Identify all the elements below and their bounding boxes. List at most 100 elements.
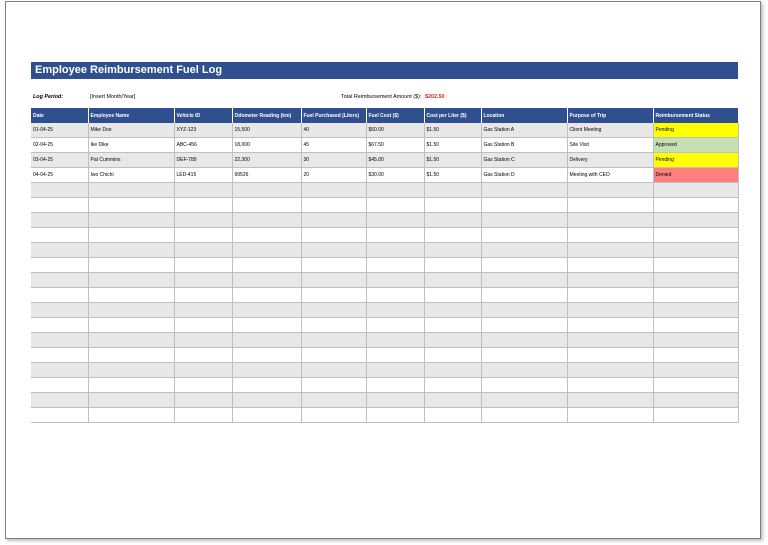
table-cell[interactable]: $1.50: [424, 123, 482, 138]
table-cell[interactable]: Delivery: [567, 152, 654, 168]
table-cell[interactable]: [174, 347, 233, 363]
table-cell[interactable]: [88, 242, 175, 258]
status-cell[interactable]: Pending: [653, 123, 739, 138]
table-cell[interactable]: ABC-456: [174, 137, 233, 153]
table-cell[interactable]: [567, 392, 654, 408]
table-cell[interactable]: [88, 407, 175, 423]
table-cell[interactable]: [232, 377, 302, 393]
table-cell[interactable]: [567, 227, 654, 243]
table-cell[interactable]: [366, 347, 425, 363]
table-cell[interactable]: [232, 272, 302, 288]
table-cell[interactable]: [653, 287, 739, 303]
table-cell[interactable]: Gas Station A: [481, 123, 568, 138]
table-cell[interactable]: LED-415: [174, 167, 233, 183]
table-cell[interactable]: [481, 347, 568, 363]
table-cell[interactable]: $60.00: [366, 123, 425, 138]
table-cell[interactable]: [567, 332, 654, 348]
table-cell[interactable]: $1.50: [424, 167, 482, 183]
table-cell[interactable]: [481, 317, 568, 333]
table-cell[interactable]: [567, 197, 654, 213]
table-cell[interactable]: [653, 227, 739, 243]
table-cell[interactable]: [232, 197, 302, 213]
table-cell[interactable]: [88, 272, 175, 288]
table-cell[interactable]: [301, 287, 367, 303]
table-cell[interactable]: [31, 242, 89, 258]
table-cell[interactable]: [366, 212, 425, 228]
table-cell[interactable]: Mike Doe: [88, 123, 175, 138]
table-cell[interactable]: [301, 362, 367, 378]
table-cell[interactable]: [481, 302, 568, 318]
table-cell[interactable]: Gas Station B: [481, 137, 568, 153]
table-cell[interactable]: 18,000: [232, 137, 302, 153]
table-cell[interactable]: [174, 332, 233, 348]
table-cell[interactable]: [424, 302, 482, 318]
table-cell[interactable]: [88, 287, 175, 303]
table-cell[interactable]: [424, 377, 482, 393]
table-cell[interactable]: [301, 317, 367, 333]
table-cell[interactable]: [88, 197, 175, 213]
table-cell[interactable]: [31, 227, 89, 243]
table-cell[interactable]: [653, 347, 739, 363]
log-period-value[interactable]: [Insert Month/Year]: [90, 94, 136, 100]
table-cell[interactable]: [567, 287, 654, 303]
table-cell[interactable]: 40: [301, 123, 367, 138]
table-cell[interactable]: 01-04-25: [31, 123, 89, 138]
table-cell[interactable]: [366, 182, 425, 198]
table-cell[interactable]: [481, 287, 568, 303]
table-cell[interactable]: Meeting with CEO: [567, 167, 654, 183]
table-cell[interactable]: [653, 332, 739, 348]
table-cell[interactable]: [424, 242, 482, 258]
table-cell[interactable]: [232, 227, 302, 243]
table-cell[interactable]: [424, 407, 482, 423]
table-cell[interactable]: [31, 362, 89, 378]
table-cell[interactable]: [232, 182, 302, 198]
table-cell[interactable]: DEF-789: [174, 152, 233, 168]
table-cell[interactable]: [481, 242, 568, 258]
table-cell[interactable]: [232, 287, 302, 303]
table-cell[interactable]: [301, 347, 367, 363]
table-cell[interactable]: [653, 362, 739, 378]
table-cell[interactable]: [232, 302, 302, 318]
table-cell[interactable]: [174, 242, 233, 258]
table-cell[interactable]: [424, 287, 482, 303]
table-cell[interactable]: [31, 212, 89, 228]
table-cell[interactable]: [31, 347, 89, 363]
table-cell[interactable]: [567, 257, 654, 273]
table-cell[interactable]: [232, 392, 302, 408]
table-cell[interactable]: $45.00: [366, 152, 425, 168]
table-cell[interactable]: [31, 287, 89, 303]
table-cell[interactable]: [481, 407, 568, 423]
table-cell[interactable]: Site Visit: [567, 137, 654, 153]
table-cell[interactable]: [232, 362, 302, 378]
table-cell[interactable]: [481, 272, 568, 288]
table-cell[interactable]: [653, 407, 739, 423]
table-cell[interactable]: [567, 407, 654, 423]
table-cell[interactable]: [31, 392, 89, 408]
table-cell[interactable]: [366, 317, 425, 333]
table-cell[interactable]: Iwo Chichi: [88, 167, 175, 183]
table-cell[interactable]: [174, 272, 233, 288]
table-cell[interactable]: [88, 302, 175, 318]
table-cell[interactable]: [567, 242, 654, 258]
table-cell[interactable]: $30.00: [366, 167, 425, 183]
table-cell[interactable]: [424, 272, 482, 288]
table-cell[interactable]: [567, 212, 654, 228]
table-cell[interactable]: [232, 332, 302, 348]
table-cell[interactable]: [88, 227, 175, 243]
table-cell[interactable]: [232, 347, 302, 363]
table-cell[interactable]: [366, 392, 425, 408]
table-cell[interactable]: [481, 227, 568, 243]
table-cell[interactable]: [366, 227, 425, 243]
table-cell[interactable]: [567, 182, 654, 198]
table-cell[interactable]: [567, 317, 654, 333]
table-cell[interactable]: [88, 257, 175, 273]
table-cell[interactable]: [366, 332, 425, 348]
table-cell[interactable]: [301, 272, 367, 288]
table-cell[interactable]: [481, 257, 568, 273]
table-cell[interactable]: [481, 212, 568, 228]
table-cell[interactable]: [174, 317, 233, 333]
table-cell[interactable]: [31, 182, 89, 198]
table-cell[interactable]: [174, 302, 233, 318]
table-cell[interactable]: [366, 242, 425, 258]
table-cell[interactable]: [174, 227, 233, 243]
